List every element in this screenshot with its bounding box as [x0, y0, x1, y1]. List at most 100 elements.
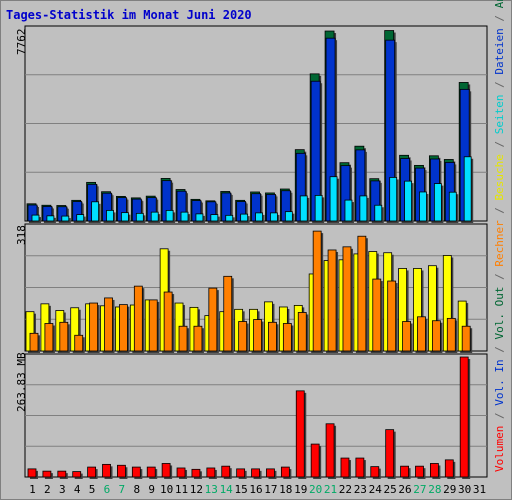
x-tick-label: 24 — [369, 483, 383, 496]
bar-volumen-day-11 — [176, 467, 186, 478]
bar-seiten-day-27 — [419, 191, 427, 222]
bar-rechner-day-9 — [148, 299, 158, 352]
bar-seiten-day-7 — [121, 212, 129, 222]
bar-volumen-day-10 — [161, 463, 171, 478]
bar-seiten-day-18 — [284, 211, 293, 222]
bar-seiten-day-19 — [299, 195, 308, 222]
bar-rechner-day-24 — [372, 278, 382, 352]
bar-seiten-day-5 — [91, 201, 100, 222]
legend-entry: Vol. Out — [493, 286, 506, 340]
bar-seiten-day-11 — [180, 211, 189, 222]
bar-seiten-day-1 — [31, 214, 40, 222]
bar-rechner-day-12 — [193, 325, 203, 352]
bar-volumen-day-20 — [310, 443, 320, 478]
bar-volumen-day-7 — [117, 464, 126, 478]
bar-seiten-day-28 — [433, 183, 442, 222]
x-tick-label: 18 — [279, 483, 292, 496]
bar-volumen-day-18 — [280, 466, 290, 478]
bar-seiten-day-4 — [76, 214, 85, 222]
bar-rechner-day-8 — [133, 285, 143, 352]
bar-volumen-day-22 — [340, 457, 350, 478]
bar-rechner-day-10 — [163, 291, 173, 352]
x-tick-label: 25 — [384, 483, 397, 496]
bar-rechner-day-17 — [268, 321, 277, 352]
bar-volumen-day-3 — [57, 470, 67, 478]
bar-volumen-day-29 — [444, 459, 454, 478]
bar-volumen-day-26 — [400, 465, 409, 478]
bar-rechner-day-18 — [282, 323, 292, 352]
bar-volumen-day-27 — [415, 465, 424, 478]
bar-rechner-day-25 — [387, 280, 397, 352]
bar-rechner-day-20 — [312, 230, 322, 352]
bar-seiten-day-6 — [106, 210, 114, 222]
bar-volumen-day-21 — [325, 423, 335, 478]
bar-rechner-day-30 — [461, 325, 471, 352]
x-tick-label: 30 — [458, 483, 471, 496]
bar-rechner-day-3 — [59, 321, 69, 352]
x-tick-label: 7 — [119, 483, 126, 496]
bar-rechner-day-14 — [223, 275, 233, 352]
bar-seiten-day-24 — [374, 204, 383, 222]
legend-entry: Volumen — [493, 425, 506, 472]
bar-rechner-day-28 — [431, 320, 441, 352]
x-tick-label: 23 — [354, 483, 367, 496]
bar-seiten-day-8 — [135, 212, 144, 222]
legend-entry: Besuche — [493, 154, 506, 201]
bar-rechner-day-4 — [74, 334, 84, 352]
bar-volumen-day-8 — [131, 466, 141, 478]
bar-rechner-day-26 — [402, 321, 411, 352]
bar-seiten-day-3 — [61, 215, 70, 222]
legend-separator: / — [493, 74, 506, 95]
x-tick-label: 11 — [175, 483, 188, 496]
bar-volumen-day-14 — [221, 465, 231, 478]
x-tick-label: 2 — [44, 483, 51, 496]
x-tick-label: 21 — [324, 483, 337, 496]
bar-volumen-day-15 — [236, 468, 246, 478]
bar-seiten-day-21 — [329, 176, 338, 222]
bar-rechner-day-21 — [327, 249, 337, 352]
bar-rechner-day-7 — [119, 304, 128, 352]
bar-volumen-day-13 — [206, 467, 216, 478]
bar-volumen-day-28 — [429, 463, 439, 478]
bar-seiten-day-12 — [195, 213, 204, 222]
bar-volumen-day-30 — [459, 356, 469, 478]
x-tick-label: 28 — [428, 483, 441, 496]
bar-seiten-day-14 — [225, 214, 234, 222]
bar-volumen-day-5 — [87, 466, 97, 478]
bar-rechner-day-13 — [208, 287, 218, 352]
bar-seiten-day-20 — [314, 195, 323, 222]
bar-seiten-day-15 — [240, 213, 249, 222]
x-tick-label: 12 — [190, 483, 203, 496]
bar-volumen-day-6 — [102, 463, 111, 478]
x-tick-label: 14 — [220, 483, 234, 496]
x-tick-label: 1 — [29, 483, 36, 496]
bar-seiten-day-9 — [150, 211, 159, 222]
bar-rechner-day-6 — [104, 297, 113, 352]
bar-seiten-day-10 — [165, 210, 174, 222]
legend-separator: / — [493, 134, 506, 155]
bar-volumen-day-23 — [355, 457, 365, 478]
bar-volumen-day-12 — [191, 468, 201, 478]
bar-rechner-day-11 — [178, 325, 188, 352]
bar-rechner-day-27 — [417, 316, 426, 352]
bar-seiten-day-16 — [255, 212, 263, 222]
x-tick-label: 13 — [205, 483, 218, 496]
bar-rechner-day-5 — [89, 302, 99, 352]
bar-rechner-day-1 — [29, 332, 39, 352]
x-tick-label: 17 — [264, 483, 277, 496]
bar-volumen-day-4 — [72, 471, 82, 478]
x-tick-label: 19 — [294, 483, 307, 496]
bar-volumen-day-25 — [385, 429, 395, 478]
legend-separator: / — [493, 339, 506, 360]
x-tick-label: 10 — [160, 483, 173, 496]
legend-entry: Seiten — [493, 94, 506, 135]
x-tick-label: 15 — [234, 483, 247, 496]
bar-seiten-day-30 — [463, 156, 472, 222]
bar-seiten-day-13 — [210, 214, 219, 222]
x-tick-label: 9 — [148, 483, 155, 496]
bar-volumen-day-2 — [42, 470, 52, 478]
x-tick-label: 22 — [339, 483, 352, 496]
bar-volumen-day-1 — [27, 468, 37, 478]
bar-volumen-day-9 — [146, 466, 156, 478]
legend-separator: / — [493, 8, 506, 29]
